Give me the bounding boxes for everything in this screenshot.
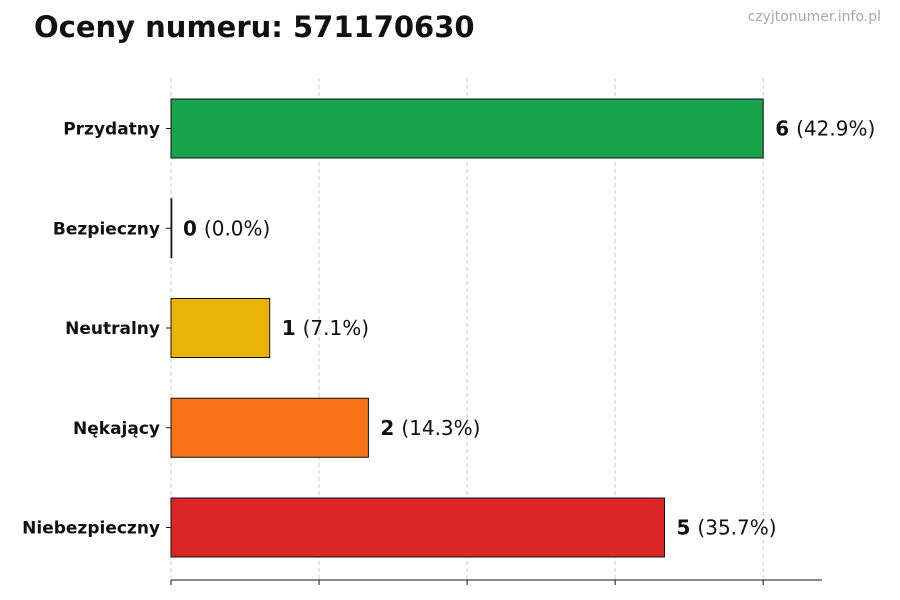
value-percent-1: (0.0%) — [204, 216, 270, 240]
category-label-4: Niebezpieczny — [22, 519, 160, 539]
bar-2 — [170, 298, 271, 358]
value-percent-3: (14.3%) — [401, 416, 480, 440]
bar-1 — [170, 198, 173, 259]
bar-4 — [170, 497, 665, 558]
axes — [166, 128, 822, 585]
value-label-4: 5 (35.7%) — [677, 516, 777, 540]
value-label-0: 6 (42.9%) — [775, 117, 875, 141]
value-label-3: 2 (14.3%) — [380, 416, 480, 440]
value-count-2: 1 — [282, 316, 296, 340]
bar-3 — [170, 397, 369, 458]
value-count-0: 6 — [775, 117, 789, 141]
category-label-0: Przydatny — [63, 120, 160, 140]
chart-title: Oceny numeru: 571170630 — [34, 10, 475, 44]
bars — [170, 98, 764, 558]
value-percent-0: (42.9%) — [796, 117, 875, 141]
value-label-1: 0 (0.0%) — [183, 216, 270, 240]
watermark: czyjtonumer.info.pl — [747, 9, 881, 25]
value-percent-2: (7.1%) — [303, 316, 369, 340]
value-count-4: 5 — [677, 516, 691, 540]
labels: Przydatny 6 (42.9%) Bezpieczny 0 (0.0%) Neutra… — [22, 117, 875, 540]
category-label-1: Bezpieczny — [53, 219, 160, 239]
category-label-3: Nękający — [73, 419, 160, 439]
value-label-2: 1 (7.1%) — [282, 316, 369, 340]
value-count-3: 2 — [380, 416, 394, 440]
category-label-2: Neutralny — [65, 319, 160, 339]
bar-0 — [170, 98, 764, 159]
value-count-1: 0 — [183, 216, 197, 240]
value-percent-4: (35.7%) — [697, 516, 776, 540]
